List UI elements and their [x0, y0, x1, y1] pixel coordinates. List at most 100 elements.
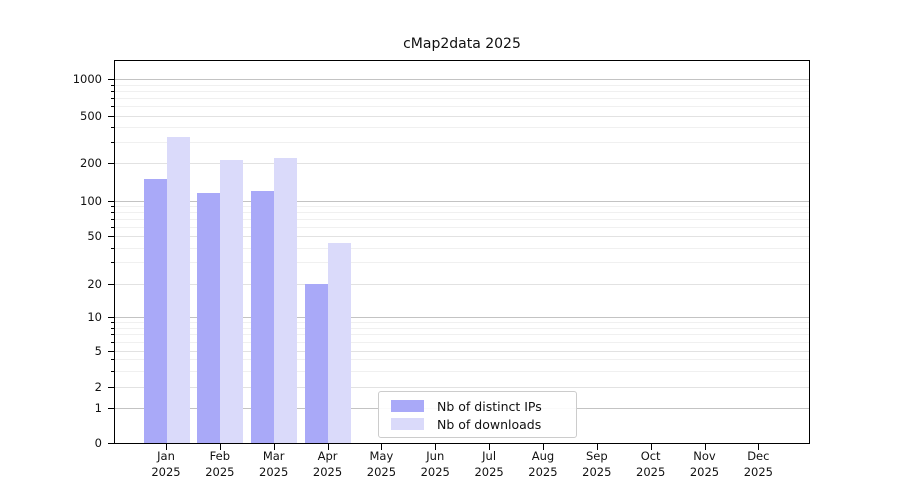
x-tick: [273, 444, 275, 450]
x-tick-label: Dec 2025: [743, 449, 773, 479]
y-minor-tick: [111, 334, 114, 336]
y-tick: [108, 236, 114, 237]
y-gridline: [115, 359, 809, 361]
bar-downloads: [328, 242, 352, 443]
y-gridline: [115, 226, 809, 228]
legend-item-downloads: Nb of downloads: [391, 415, 566, 433]
y-gridline: [115, 317, 809, 318]
y-tick-label: 2: [94, 380, 102, 394]
y-gridline: [115, 350, 809, 352]
y-tick: [108, 116, 114, 117]
x-tick: [381, 444, 383, 450]
y-gridline: [115, 211, 809, 213]
legend-item-distinct-ips: Nb of distinct IPs: [391, 397, 566, 415]
x-tick-label: Aug 2025: [528, 449, 558, 479]
y-tick-label: 500: [80, 109, 102, 123]
y-gridline: [115, 322, 809, 324]
x-tick-label: Apr 2025: [312, 449, 343, 479]
y-tick-label: 10: [87, 310, 102, 324]
bar-downloads: [166, 137, 190, 443]
y-minor-tick: [111, 359, 114, 361]
y-gridline: [115, 200, 809, 202]
y-minor-tick: [111, 370, 114, 372]
x-tick-label: Jul 2025: [474, 449, 504, 479]
y-minor-tick: [111, 341, 114, 343]
legend: Nb of distinct IPs Nb of downloads: [378, 391, 577, 438]
y-minor-tick: [111, 211, 114, 213]
legend-label: Nb of distinct IPs: [437, 398, 542, 414]
y-tick: [108, 443, 114, 444]
x-tick: [596, 444, 598, 450]
y-gridline: [115, 327, 809, 329]
legend-label: Nb of downloads: [437, 416, 542, 432]
x-tick-label: May 2025: [366, 449, 397, 479]
legend-swatch-downloads-icon: [391, 418, 424, 430]
y-gridline: [115, 163, 809, 164]
y-gridline: [115, 247, 809, 249]
y-gridline: [115, 127, 809, 129]
y-tick: [108, 317, 114, 318]
y-gridline: [115, 84, 809, 86]
y-gridline: [115, 370, 809, 372]
y-gridline: [115, 142, 809, 144]
y-minor-tick: [111, 322, 114, 324]
x-tick: [542, 444, 544, 450]
bar-distinct-ips: [143, 178, 167, 443]
y-minor-tick: [111, 142, 114, 144]
x-tick-label: Jan 2025: [151, 449, 181, 479]
x-tick: [327, 444, 329, 450]
y-gridline: [115, 218, 809, 220]
y-tick: [108, 407, 114, 409]
bar-distinct-ips: [197, 192, 221, 443]
y-tick-label: 200: [80, 156, 102, 170]
y-tick-label: 50: [87, 229, 102, 243]
y-minor-tick: [111, 84, 114, 86]
y-minor-tick: [111, 205, 114, 207]
legend-swatch-distinct-ips-icon: [391, 400, 424, 412]
y-gridline: [115, 98, 809, 100]
y-gridline: [115, 387, 809, 388]
y-minor-tick: [111, 98, 114, 100]
y-tick: [108, 79, 114, 80]
bar-downloads: [274, 158, 298, 443]
y-minor-tick: [111, 262, 114, 264]
y-minor-tick: [111, 327, 114, 329]
bar-distinct-ips: [305, 283, 329, 443]
x-tick: [704, 444, 706, 450]
y-tick-label: 1000: [72, 72, 102, 86]
y-tick-label: 0: [94, 436, 102, 450]
chart-title: cMap2data 2025: [403, 36, 521, 52]
y-gridline: [115, 205, 809, 207]
x-tick: [489, 444, 491, 450]
y-gridline: [115, 106, 809, 108]
y-tick: [108, 200, 114, 202]
y-tick-label: 20: [87, 276, 102, 291]
y-minor-tick: [111, 226, 114, 228]
y-tick: [108, 163, 114, 164]
y-gridline: [115, 116, 809, 117]
y-minor-tick: [111, 218, 114, 220]
y-gridline: [115, 341, 809, 343]
bar-downloads: [220, 160, 244, 443]
bar-distinct-ips: [251, 190, 275, 443]
x-tick: [166, 444, 167, 450]
y-tick: [108, 387, 114, 388]
plot-area: [114, 60, 810, 444]
x-tick: [758, 444, 760, 450]
y-gridline: [115, 236, 809, 237]
y-tick-label: 1: [94, 400, 102, 415]
y-tick-label: 100: [80, 193, 102, 208]
y-gridline: [115, 262, 809, 264]
y-tick-label: 5: [94, 343, 102, 358]
x-tick-label: Oct 2025: [636, 449, 666, 479]
x-tick: [435, 444, 437, 450]
x-tick-label: Sep 2025: [582, 449, 612, 479]
y-gridline: [115, 90, 809, 92]
y-tick: [108, 350, 114, 352]
x-tick-label: Feb 2025: [205, 449, 235, 479]
x-tick: [219, 444, 221, 450]
y-gridline: [115, 334, 809, 336]
y-gridline: [115, 283, 809, 285]
y-minor-tick: [111, 127, 114, 129]
